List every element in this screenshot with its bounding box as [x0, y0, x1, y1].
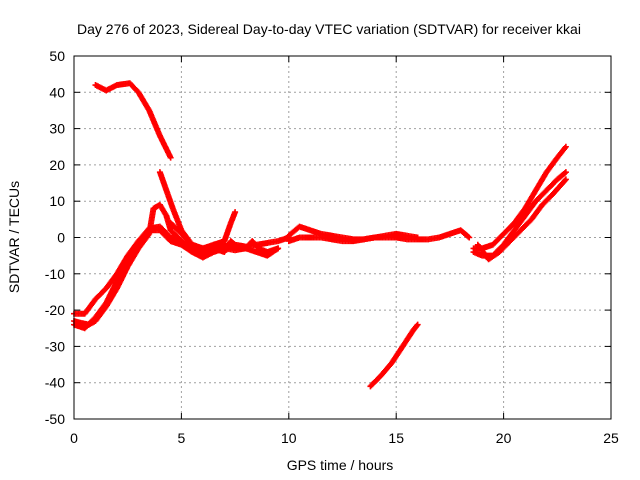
series-arc-6 [167, 219, 292, 256]
series-arc-10 [470, 143, 569, 252]
data-point [414, 321, 421, 328]
x-tick-label: 15 [388, 430, 404, 446]
data-point [562, 143, 569, 150]
y-tick-label: 50 [49, 48, 65, 64]
data-point [167, 154, 174, 161]
data-point [465, 233, 472, 240]
chart-title: Day 276 of 2023, Sidereal Day-to-day VTE… [77, 21, 581, 37]
x-tick-label: 5 [178, 430, 186, 446]
x-tick-label: 0 [70, 430, 78, 446]
data-point [413, 322, 420, 329]
data-point [562, 169, 569, 176]
data-layer [71, 80, 569, 390]
x-tick-label: 20 [496, 430, 512, 446]
x-tick-label: 25 [603, 430, 619, 446]
y-tick-label: -30 [45, 338, 65, 354]
y-tick-label: -20 [45, 302, 65, 318]
data-point [562, 176, 569, 183]
y-axis-label: SDTVAR / TECUs [6, 181, 22, 293]
data-point [232, 209, 239, 216]
data-point [561, 177, 568, 184]
series-arc-9 [367, 321, 421, 390]
y-tick-label: -40 [45, 375, 65, 391]
y-tick-label: 40 [49, 84, 65, 100]
x-tick-label: 10 [281, 430, 297, 446]
ticks: 0 5 10 15 20 25 -50 -40 -30 -20 -10 0 10 20 30 40 50 [45, 48, 619, 446]
x-axis-label: GPS time / hours [287, 457, 394, 473]
y-tick-label: 30 [49, 121, 65, 137]
series-arc-8 [285, 227, 473, 245]
data-point [561, 170, 568, 177]
series-arc-12 [474, 176, 569, 263]
y-tick-label: 10 [49, 193, 65, 209]
y-tick-label: 0 [57, 230, 65, 246]
data-point [275, 245, 282, 252]
y-tick-label: 20 [49, 157, 65, 173]
series-arc-1 [92, 80, 174, 161]
data-point [466, 234, 473, 241]
y-tick-label: -10 [45, 266, 65, 282]
y-tick-label: -50 [45, 411, 65, 427]
